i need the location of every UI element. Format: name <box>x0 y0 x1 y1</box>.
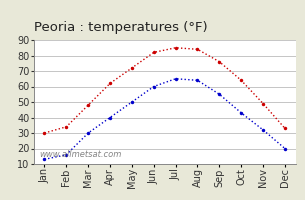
Text: Peoria : temperatures (°F): Peoria : temperatures (°F) <box>34 21 207 34</box>
Text: www.allmetsat.com: www.allmetsat.com <box>39 150 121 159</box>
